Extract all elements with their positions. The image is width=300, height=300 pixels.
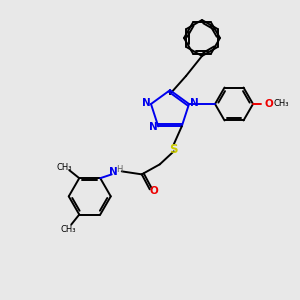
Text: H: H <box>117 165 123 174</box>
Text: CH₃: CH₃ <box>56 163 72 172</box>
Text: CH₃: CH₃ <box>273 100 289 109</box>
Text: N: N <box>142 98 150 108</box>
Text: O: O <box>264 99 273 109</box>
Text: N: N <box>149 122 158 132</box>
Text: CH₃: CH₃ <box>61 225 76 234</box>
Text: O: O <box>149 186 158 197</box>
Text: N: N <box>190 98 198 108</box>
Text: S: S <box>169 143 178 156</box>
Text: N: N <box>110 167 118 177</box>
